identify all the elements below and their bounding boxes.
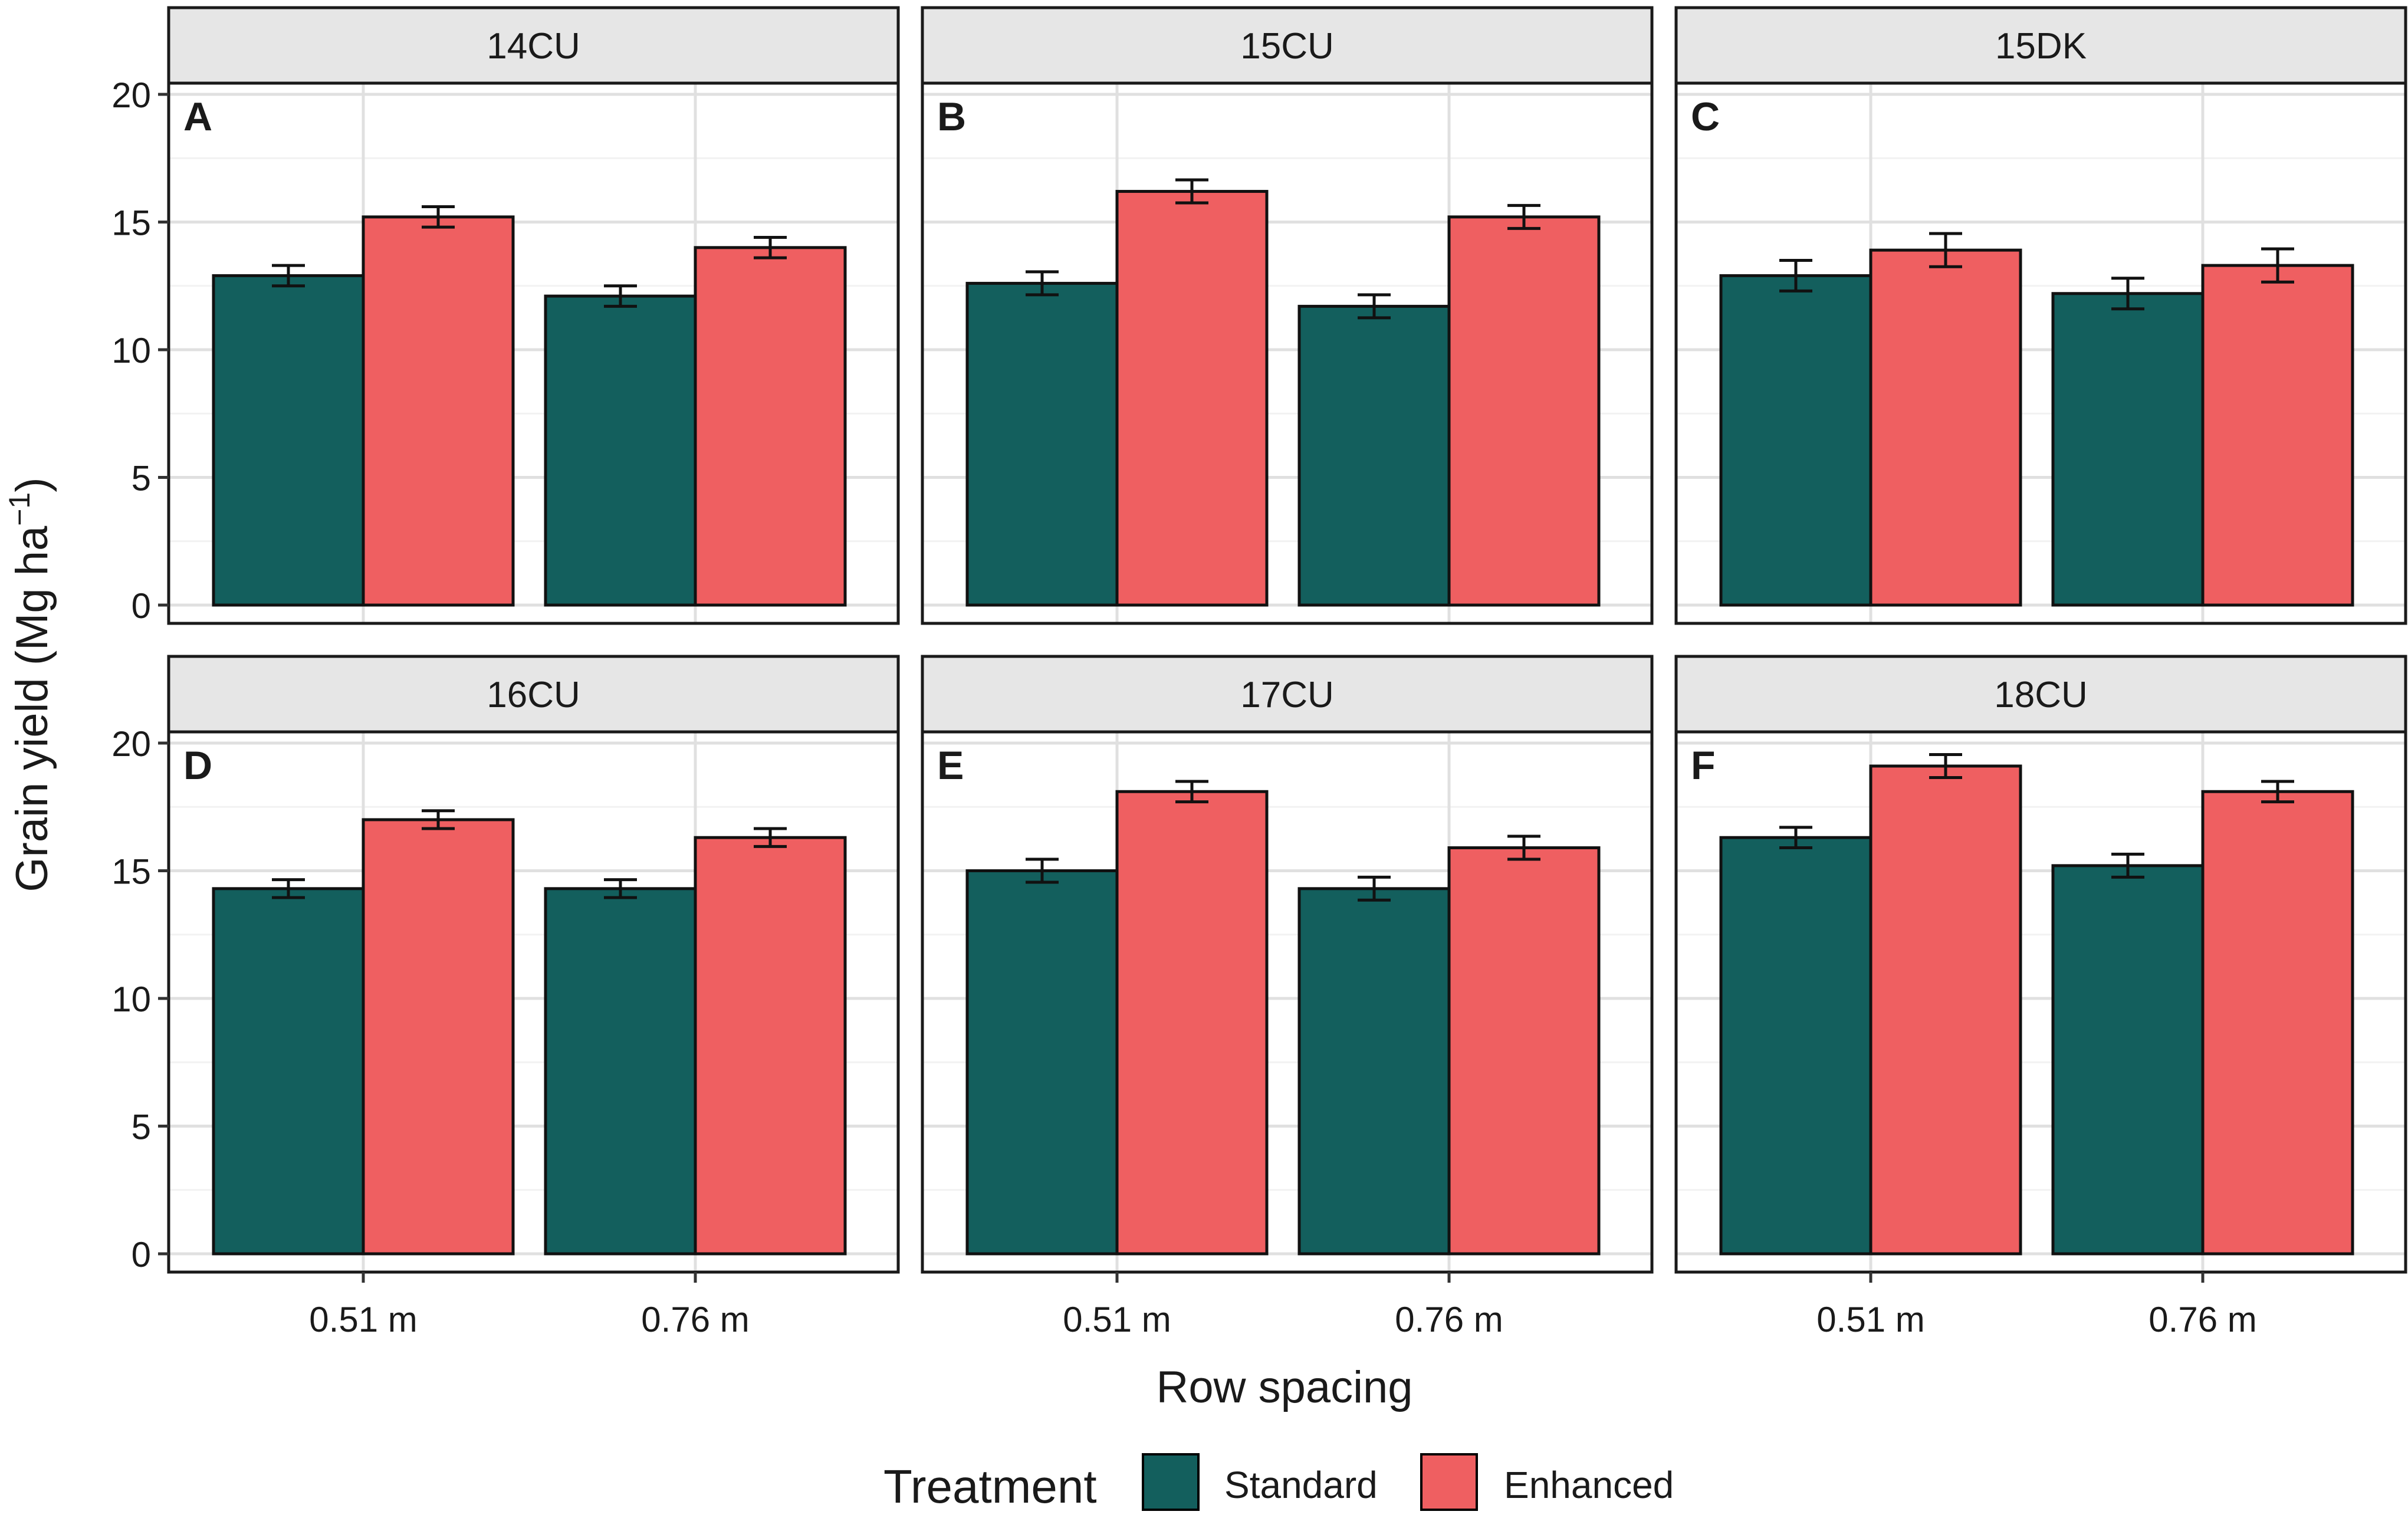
panel-18cu: 18CU F 0.51 m 0.76 m [1676,656,2406,1339]
bar-17cu-enhanced-1 [1449,848,1599,1254]
bar-16cu-standard-0 [213,889,363,1254]
y-tick-label: 20 [111,724,151,764]
panel-14cu: 14CU A 0 5 10 15 20 [111,8,898,626]
strip-label-15dk: 15DK [1995,26,2087,67]
y-tick-label: 15 [111,852,151,892]
x-tick-label: 0.51 m [1816,1300,1924,1339]
y-axis-label: Grain yield (Mg ha−1) [3,477,57,892]
x-axis-label: Row spacing [1156,1362,1412,1412]
bar-17cu-standard-0 [967,871,1117,1254]
strip-label-17cu: 17CU [1240,675,1334,715]
y-tick-label: 10 [111,331,151,370]
y-tick-label: 10 [111,980,151,1019]
bar-14cu-enhanced-1 [695,248,845,605]
panel-tag-f: F [1691,743,1716,788]
y-tick-label: 0 [132,1235,151,1274]
x-tick-label: 0.51 m [309,1300,417,1339]
y-tick-label: 0 [132,586,151,626]
strip-label-18cu: 18CU [1994,675,2088,715]
strip-label-16cu: 16CU [487,675,580,715]
x-tick-label: 0.76 m [641,1300,749,1339]
x-tick-label: 0.76 m [2149,1300,2256,1339]
panel-tag-b: B [937,94,966,139]
x-tick-label: 0.76 m [1395,1300,1503,1339]
legend-key-enhanced [1421,1454,1477,1510]
panel-tag-a: A [183,94,212,139]
panel-17cu: 17CU E 0.51 m 0.76 m [922,656,1652,1339]
y-tick-label: 5 [132,459,151,498]
bar-18cu-standard-1 [2053,866,2203,1254]
bar-16cu-standard-1 [546,889,695,1254]
faceted-bar-chart: 14CU A 0 5 10 15 20 15CU B 15DK C 16CU D 0 5 10 15 20 0.51… [0,0,2408,1518]
bar-14cu-standard-0 [213,275,363,605]
legend-key-standard [1143,1454,1198,1510]
bar-15cu-enhanced-1 [1449,217,1599,605]
bar-15dk-standard-0 [1721,275,1871,605]
panel-tag-c: C [1691,94,1720,139]
panel-15dk: 15DK C [1676,8,2406,623]
bar-18cu-enhanced-0 [1871,766,2021,1254]
panel-tag-d: D [183,743,212,788]
bar-16cu-enhanced-0 [363,820,513,1254]
strip-label-15cu: 15CU [1240,26,1334,67]
panel-15cu: 15CU B [922,8,1652,623]
y-tick-label: 15 [111,203,151,243]
bar-15dk-standard-1 [2053,294,2203,605]
bar-15dk-enhanced-1 [2203,265,2353,605]
y-tick-label: 5 [132,1108,151,1147]
bar-14cu-standard-1 [546,296,695,605]
strip-label-14cu: 14CU [487,26,580,67]
bar-15dk-enhanced-0 [1871,250,2021,605]
panels: 14CU A 0 5 10 15 20 15CU B 15DK C 16CU D 0 5 10 15 20 0.51… [111,8,2406,1339]
y-axis-label-superscript: −1 [3,492,36,526]
legend-label-enhanced: Enhanced [1504,1464,1674,1506]
bar-17cu-standard-1 [1299,889,1449,1254]
y-axis-label-close: ) [7,477,57,492]
legend-label-standard: Standard [1224,1464,1378,1506]
bar-14cu-enhanced-0 [363,217,513,605]
panel-tag-e: E [937,743,964,788]
bar-18cu-enhanced-1 [2203,791,2353,1254]
bar-18cu-standard-0 [1721,837,1871,1254]
bar-15cu-standard-0 [967,283,1117,605]
x-tick-label: 0.51 m [1063,1300,1171,1339]
bar-16cu-enhanced-1 [695,837,845,1254]
bar-17cu-enhanced-0 [1117,791,1267,1254]
y-axis-label-main: Grain yield (Mg ha [7,525,57,892]
bar-15cu-enhanced-0 [1117,192,1267,605]
panel-16cu: 16CU D 0 5 10 15 20 0.51 m 0.76 m [111,656,898,1339]
bar-15cu-standard-1 [1299,306,1449,605]
y-tick-label: 20 [111,75,151,115]
legend-title: Treatment [883,1460,1097,1513]
